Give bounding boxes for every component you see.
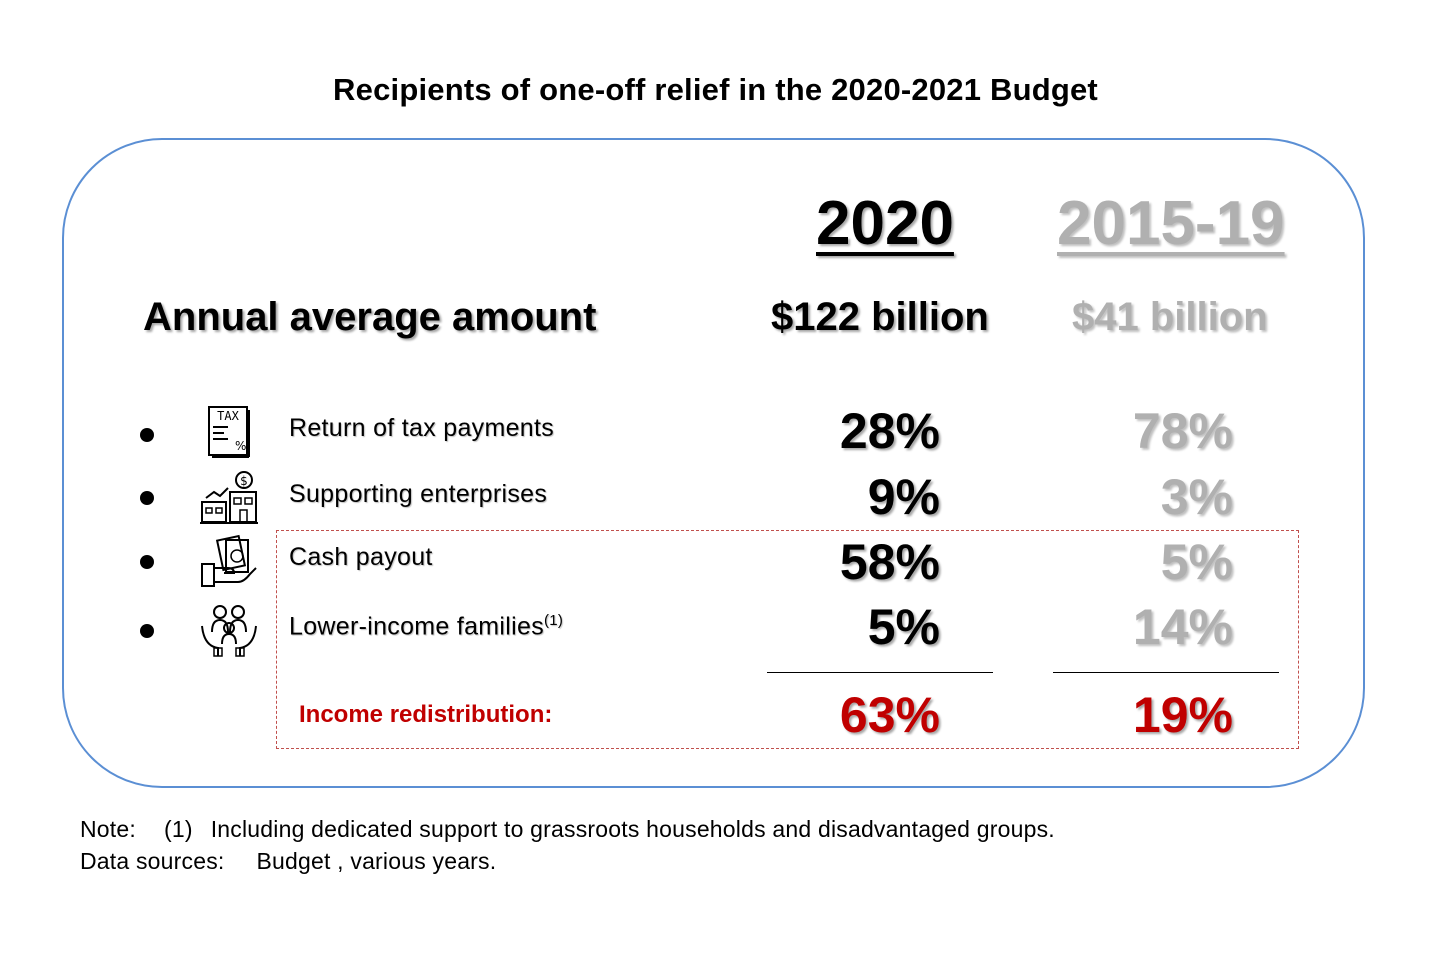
cash-hand-icon [201, 534, 257, 587]
family-care-icon [201, 605, 257, 657]
pct-2015-19-enterprises: 3% [1160, 469, 1233, 525]
income-redistribution-box [276, 530, 1299, 749]
chart-title: Recipients of one-off relief in the 2020… [333, 72, 1098, 107]
amount-2020: $122 billion [771, 295, 989, 339]
row-label-enterprises: Supporting enterprises [289, 480, 548, 508]
row-label-cash: Cash payout [289, 543, 433, 571]
pct-2015-19-redistribution: 19% [1132, 687, 1233, 743]
svg-text:%: % [235, 439, 246, 453]
row-label-families: Lower-income families(1) [289, 612, 563, 641]
footnote-line: Note: (1) Including dedicated support to g… [80, 816, 1055, 843]
column-header-2020: 2020 [816, 189, 954, 258]
pct-2020-families: 5% [867, 599, 940, 655]
tax-document-icon: TAX % [208, 406, 250, 458]
sources-label: Data sources: [80, 848, 225, 874]
note-text: Including dedicated support to grassroot… [210, 816, 1055, 842]
amount-2015-19: $41 billion [1072, 295, 1268, 339]
sources-text: Budget , various years. [256, 848, 497, 874]
income-redistribution-label: Income redistribution: [299, 701, 553, 728]
bullet [140, 491, 154, 505]
pct-2020-redistribution: 63% [839, 687, 940, 743]
column-header-2015-19: 2015-19 [1057, 189, 1285, 258]
svg-text:$: $ [240, 474, 248, 488]
sum-rule-2015-19 [1053, 672, 1279, 673]
note-marker: (1) [163, 816, 193, 842]
row-label-tax: Return of tax payments [289, 414, 555, 442]
row-label-families-text: Lower-income families [289, 612, 544, 641]
bullet [140, 555, 154, 569]
bullet [140, 428, 154, 442]
pct-2020-enterprises: 9% [867, 469, 940, 525]
pct-2015-19-cash: 5% [1160, 534, 1233, 590]
footnote-marker: (1) [544, 612, 564, 629]
pct-2015-19-families: 14% [1132, 599, 1233, 655]
sources-line: Data sources: Budget , various years. [80, 848, 496, 875]
note-label: Note: [80, 816, 136, 842]
pct-2020-tax: 28% [839, 403, 940, 459]
pct-2015-19-tax: 78% [1132, 403, 1233, 459]
sum-rule-2020 [767, 672, 993, 673]
bullet [140, 624, 154, 638]
pct-2020-cash: 58% [839, 534, 940, 590]
enterprise-building-icon: $ [200, 471, 258, 524]
amount-label: Annual average amount [143, 295, 597, 339]
svg-text:TAX: TAX [217, 409, 239, 423]
summary-panel [62, 138, 1365, 788]
